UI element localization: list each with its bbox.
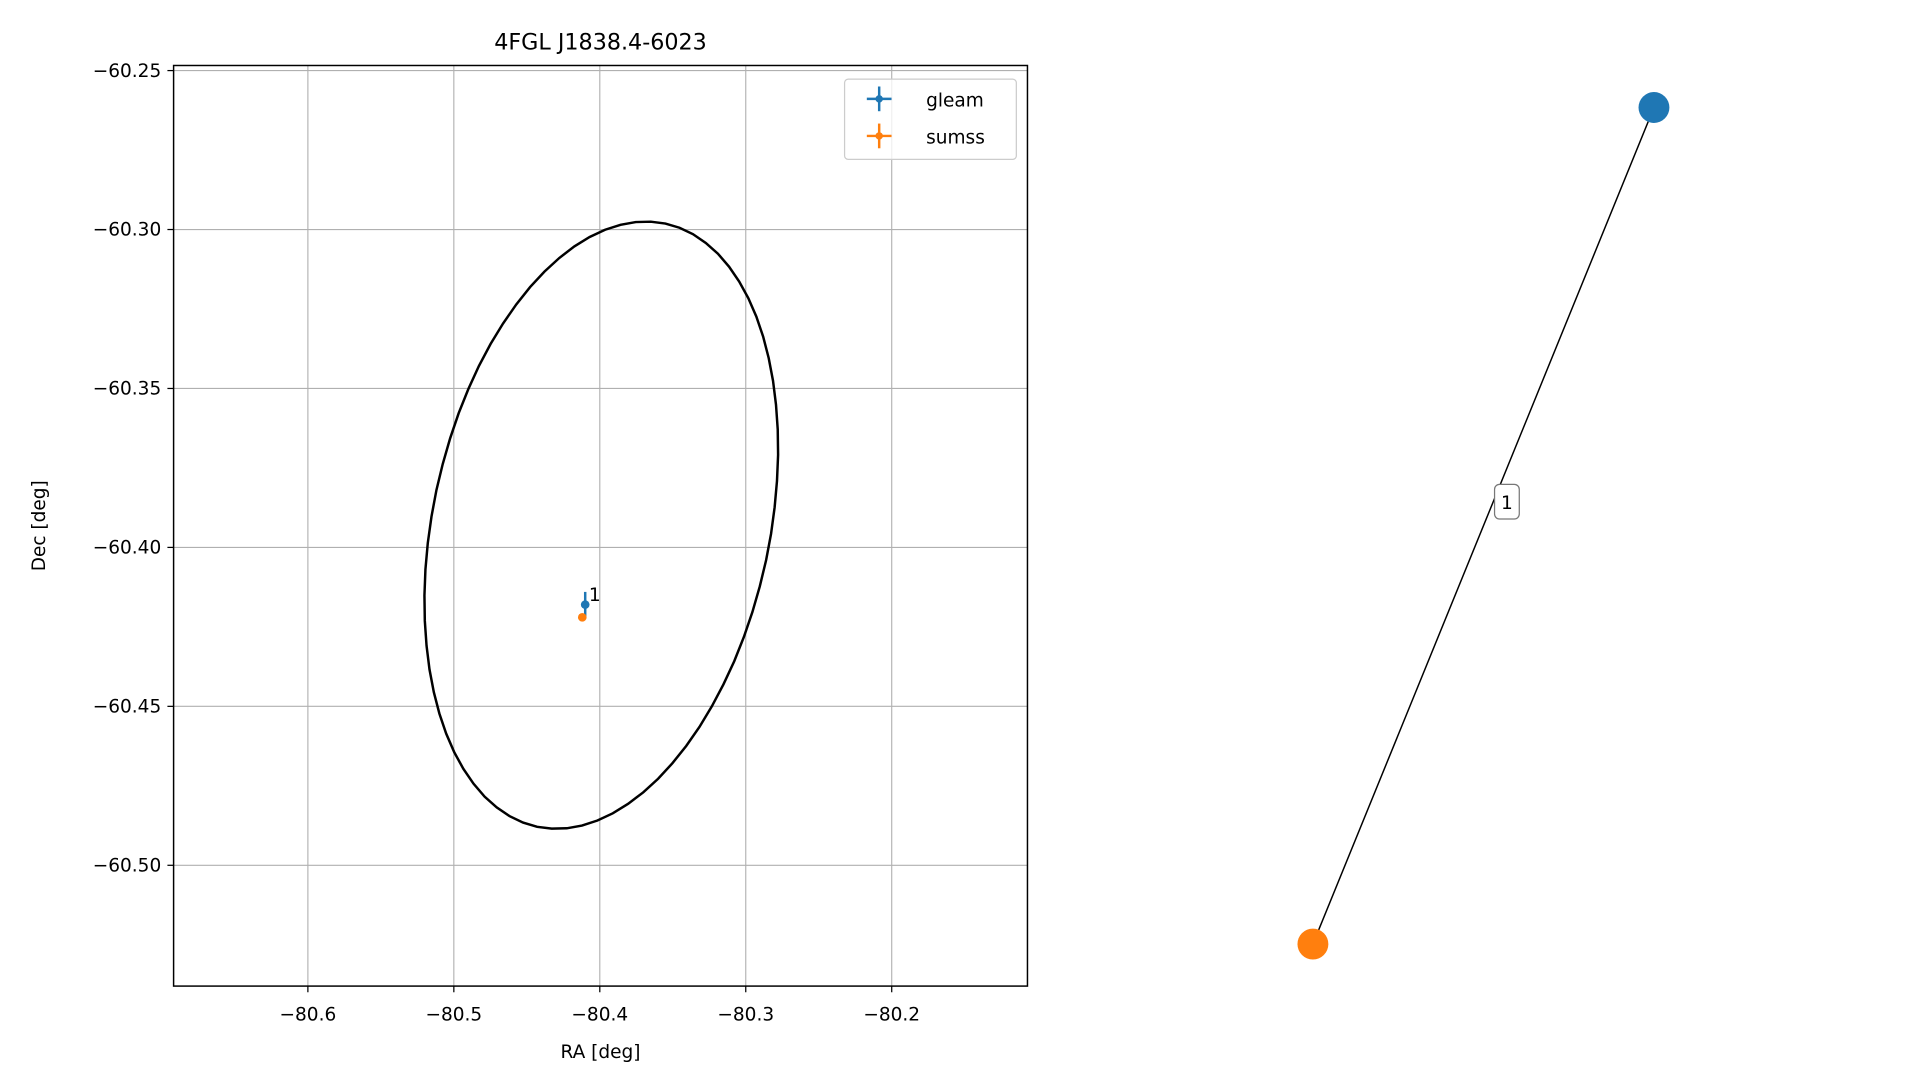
chart-title: 4FGL J1838.4-6023 [494,29,707,55]
point [577,613,587,622]
y-tick-label: −60.40 [93,538,162,559]
edge-label-box [1493,483,1520,520]
axes-frame [172,64,1029,987]
edge [1312,107,1655,945]
x-tick-label: −80.6 [280,1005,337,1026]
edge-label: 1 [1501,493,1513,514]
left-axes: −80.6 −80.5 −80.4 −80.3 −80.2 −60.25 −60.30 −60… [29,29,1029,1063]
legend-swatch [875,95,883,103]
error-ellipse [423,220,780,830]
node [1638,92,1670,123]
x-axis-label: RA [deg] [561,1042,641,1063]
node [1297,928,1329,960]
legend-label: gleam [926,90,984,111]
x-tick-label: −80.3 [717,1005,774,1026]
y-tick-label: −60.30 [93,220,162,241]
x-tick-label: −80.4 [571,1005,628,1026]
x-tick-label: −80.5 [425,1005,482,1026]
y-axis-label: Dec [deg] [29,480,50,571]
x-tick-label: −80.2 [863,1005,920,1026]
legend-label: sumss [926,127,985,148]
y-tick-label: −60.50 [93,855,162,876]
y-tick-label: −60.25 [93,61,162,82]
y-tick-label: −60.35 [93,379,162,400]
right-graph: 1 [1297,92,1670,960]
y-tick-label: −60.45 [93,697,162,718]
point-label: 1 [589,585,601,606]
legend-swatch [875,132,883,140]
point [580,600,590,609]
